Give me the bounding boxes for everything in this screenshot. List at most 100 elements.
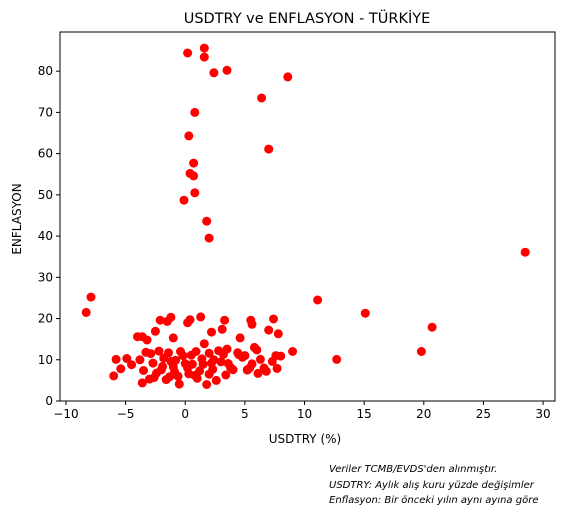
data-point <box>189 171 199 181</box>
y-tick-label: 50 <box>38 188 53 202</box>
x-axis-ticks: −10 −5 0 5 10 15 20 25 30 <box>53 401 551 421</box>
data-point <box>207 358 216 368</box>
y-axis-ticks: 0 10 20 30 40 50 60 70 80 <box>38 64 60 408</box>
data-point <box>191 347 201 356</box>
data-point <box>211 375 221 385</box>
data-point <box>154 346 164 356</box>
usdtry-definition-note: USDTRY: Aylık alış kuru yüzde değişimler <box>329 480 535 491</box>
data-point <box>257 93 267 103</box>
data-point <box>81 307 91 317</box>
data-point <box>269 314 278 324</box>
data-point <box>137 378 147 388</box>
inflation-definition-note: Enflasyon: Bir önceki yılın aynı ayına g… <box>329 495 538 506</box>
data-point <box>222 344 232 354</box>
data-point <box>142 335 152 345</box>
data-point <box>202 216 212 226</box>
y-tick-label: 10 <box>38 353 53 367</box>
data-point <box>168 362 178 372</box>
y-tick-label: 0 <box>45 394 53 408</box>
data-point <box>150 326 160 336</box>
data-point <box>141 347 151 357</box>
data-point <box>520 247 530 257</box>
data-point <box>176 347 185 356</box>
y-axis-label: ENFLASYON <box>10 183 24 254</box>
data-point <box>255 354 265 364</box>
data-point <box>235 333 245 343</box>
x-tick-label: 30 <box>535 407 550 421</box>
points-layer <box>81 43 530 389</box>
data-point <box>179 195 189 205</box>
data-point <box>168 333 178 343</box>
y-tick-label: 70 <box>38 105 53 119</box>
data-point <box>288 347 298 356</box>
data-point <box>204 369 214 379</box>
data-point <box>427 322 437 332</box>
data-point <box>190 188 200 198</box>
data-point <box>209 68 219 78</box>
data-point <box>283 72 293 82</box>
data-point <box>199 43 209 53</box>
data-point <box>216 357 226 367</box>
data-point <box>133 332 142 342</box>
data-point <box>189 158 199 168</box>
data-point <box>173 371 183 381</box>
data-point <box>183 363 193 373</box>
x-axis-label: USDTRY (%) <box>269 432 341 446</box>
y-tick-label: 20 <box>38 312 53 326</box>
data-point <box>313 295 323 305</box>
data-point <box>190 107 200 117</box>
data-point <box>234 350 244 360</box>
data-point <box>228 365 238 375</box>
data-point <box>156 365 166 375</box>
data-point <box>184 131 194 141</box>
data-point <box>223 359 233 368</box>
y-tick-label: 40 <box>38 229 53 243</box>
data-point <box>86 292 96 302</box>
data-point <box>139 366 148 375</box>
x-tick-label: 5 <box>241 407 249 421</box>
x-tick-label: −5 <box>117 407 135 421</box>
data-point <box>122 354 132 363</box>
data-point <box>149 373 159 382</box>
x-tick-label: 15 <box>357 407 372 421</box>
data-point <box>253 368 263 378</box>
data-point <box>245 363 255 373</box>
data-point <box>207 327 216 337</box>
chart-title: USDTRY ve ENFLASYON - TÜRKİYE <box>184 9 431 27</box>
data-point <box>127 360 137 370</box>
source-note: Veriler TCMB/EVDS'den alınmıştır. <box>329 464 497 475</box>
data-point <box>416 347 426 356</box>
x-tick-label: −10 <box>53 407 78 421</box>
data-point <box>247 319 257 329</box>
data-point <box>264 144 274 154</box>
x-tick-label: 20 <box>416 407 431 421</box>
data-point <box>271 351 281 361</box>
data-point <box>204 348 214 358</box>
data-point <box>174 379 184 389</box>
data-point <box>217 324 227 334</box>
x-tick-label: 10 <box>297 407 312 421</box>
data-point <box>332 354 342 364</box>
data-point <box>272 363 282 373</box>
data-point <box>109 371 119 381</box>
data-point <box>199 339 209 349</box>
data-point <box>220 315 230 325</box>
x-tick-label: 0 <box>181 407 189 421</box>
data-point <box>183 48 193 58</box>
data-point <box>221 370 231 380</box>
data-point <box>164 348 173 358</box>
data-point <box>273 329 283 339</box>
data-point <box>264 325 274 335</box>
data-point <box>165 372 175 382</box>
data-point <box>162 316 172 326</box>
data-point <box>202 380 212 389</box>
data-point <box>360 308 370 318</box>
data-point <box>259 363 269 373</box>
data-point <box>116 364 126 374</box>
y-tick-label: 30 <box>38 270 53 284</box>
x-tick-label: 25 <box>476 407 491 421</box>
data-point <box>155 315 165 325</box>
y-tick-label: 60 <box>38 147 53 161</box>
data-point <box>148 358 158 368</box>
